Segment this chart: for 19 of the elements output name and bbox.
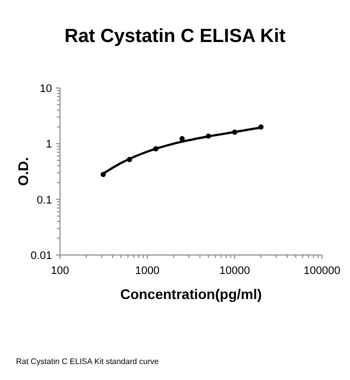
- text: Rat Cystatin C ELISA Kit standard curve: [16, 357, 160, 366]
- y-tick-label: 10: [40, 83, 52, 95]
- point: [206, 133, 211, 139]
- x-tick-label: 100: [50, 265, 70, 277]
- point: [126, 156, 132, 162]
- x-tick-label: 10000: [219, 265, 250, 277]
- y-axis-title: O.D.: [15, 157, 31, 186]
- x-axis-title: Concentration(pg/ml): [120, 286, 262, 302]
- y-tick-label: 0.01: [30, 250, 52, 262]
- point: [153, 146, 158, 152]
- point: [179, 136, 185, 142]
- point: [100, 172, 106, 178]
- point: [232, 130, 238, 135]
- chart-title: Rat Cystatin C ELISA Kit: [64, 26, 286, 47]
- y-tick-label: 0.1: [36, 194, 52, 206]
- x-tick-label: 100000: [304, 265, 340, 277]
- y-tick-label: 1: [46, 138, 52, 151]
- x-tick-label: 1000: [135, 265, 160, 277]
- point: [258, 124, 264, 130]
